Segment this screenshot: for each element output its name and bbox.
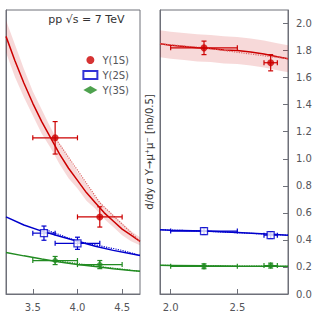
svg-text:1.8: 1.8 xyxy=(296,45,312,56)
svg-text:0.8: 0.8 xyxy=(296,180,312,191)
svg-text:1.4: 1.4 xyxy=(296,99,312,110)
svg-text:3.5: 3.5 xyxy=(25,302,41,313)
svg-text:0.0: 0.0 xyxy=(296,289,312,300)
svg-text:4.5: 4.5 xyxy=(114,302,130,313)
svg-text:0.2: 0.2 xyxy=(296,261,312,272)
svg-text:2.0: 2.0 xyxy=(163,302,179,313)
svg-text:Υ(3S): Υ(3S) xyxy=(101,85,129,96)
svg-text:0.6: 0.6 xyxy=(296,207,312,218)
svg-text:4.0: 4.0 xyxy=(70,302,86,313)
svg-text:Υ(2S): Υ(2S) xyxy=(101,70,129,81)
svg-text:1.2: 1.2 xyxy=(296,126,312,137)
svg-text:2.0: 2.0 xyxy=(296,18,312,29)
svg-text:Υ(1S): Υ(1S) xyxy=(101,55,129,66)
svg-text:0.4: 0.4 xyxy=(296,234,312,245)
svg-text:1.6: 1.6 xyxy=(296,72,312,83)
svg-text:pp √s = 7 TeV: pp √s = 7 TeV xyxy=(48,13,125,26)
svg-text:d/dy σ Υ→μ⁺μ⁻ [nb/0.5]: d/dy σ Υ→μ⁺μ⁻ [nb/0.5] xyxy=(144,94,155,209)
svg-text:1.0: 1.0 xyxy=(296,153,312,164)
svg-text:2.5: 2.5 xyxy=(229,302,245,313)
